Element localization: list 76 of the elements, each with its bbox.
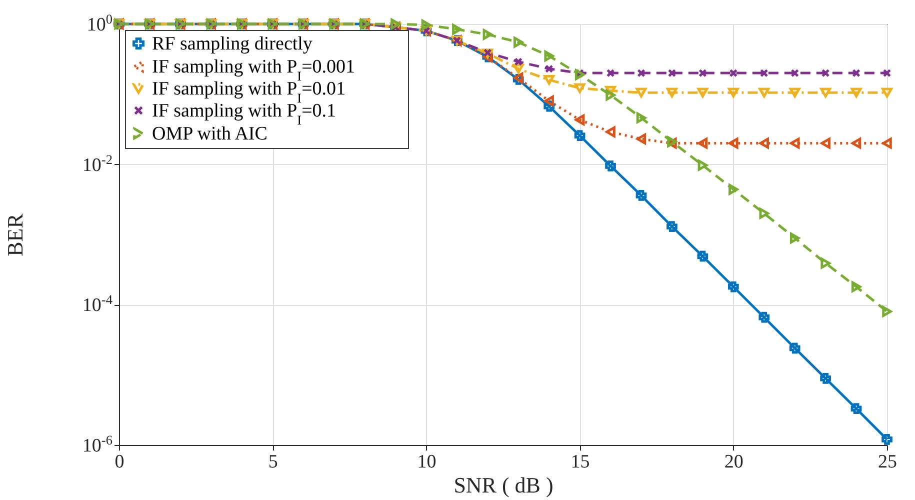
legend-label: RF sampling directly — [152, 34, 313, 54]
point — [882, 68, 892, 78]
point — [666, 221, 678, 232]
y-axis-title: BER — [2, 213, 28, 256]
point — [482, 29, 493, 40]
point — [544, 50, 554, 62]
x-tick-label: 0 — [114, 452, 124, 472]
point — [790, 232, 800, 244]
y-tick-label: 10$^{0}$ — [86, 11, 113, 36]
point — [759, 138, 769, 149]
point — [421, 19, 432, 30]
point — [729, 68, 738, 78]
point — [850, 88, 862, 98]
point — [698, 138, 708, 149]
point — [574, 83, 586, 93]
point — [728, 184, 738, 195]
y-tick-label: 10$^{-4}$ — [82, 292, 113, 316]
x-tick-label: 25 — [878, 452, 897, 472]
point — [574, 130, 586, 142]
point — [697, 250, 708, 262]
point — [574, 114, 585, 126]
point — [544, 74, 555, 85]
point — [636, 134, 646, 144]
point — [513, 36, 524, 48]
point — [698, 68, 707, 78]
x-tick-label: 5 — [268, 452, 278, 472]
point — [758, 88, 770, 98]
point — [852, 68, 860, 78]
point — [544, 64, 554, 73]
point — [820, 258, 830, 269]
point — [606, 126, 616, 138]
point — [390, 18, 400, 30]
point — [544, 96, 554, 106]
x-tick-label: 15 — [570, 452, 590, 472]
point — [637, 68, 646, 78]
point — [790, 68, 800, 78]
point — [882, 434, 892, 445]
point — [574, 69, 585, 80]
point — [606, 68, 615, 78]
point — [821, 68, 830, 78]
x-tick-label: 10 — [417, 452, 436, 472]
x-axis-title: SNR ( dB ) — [454, 472, 554, 498]
point — [512, 64, 524, 74]
point — [728, 88, 739, 98]
point — [789, 342, 800, 354]
point — [820, 372, 831, 384]
point — [820, 88, 831, 98]
point — [789, 88, 800, 98]
y-tick-label: 10$^{-6}$ — [82, 432, 113, 456]
point — [697, 88, 708, 98]
point — [606, 90, 616, 101]
x-tick-label: 20 — [724, 452, 744, 472]
point — [790, 138, 800, 149]
y-tick-label: 10$^{-2}$ — [82, 151, 112, 176]
point — [452, 24, 462, 35]
point — [636, 88, 647, 98]
point — [728, 281, 739, 292]
point — [882, 306, 892, 317]
point — [636, 190, 647, 201]
point — [728, 138, 738, 149]
point — [758, 312, 770, 323]
point — [636, 112, 646, 124]
point — [851, 138, 862, 149]
point — [514, 58, 523, 66]
point — [605, 160, 616, 172]
point — [759, 208, 769, 219]
point — [668, 68, 676, 78]
point — [820, 138, 830, 149]
point — [882, 138, 892, 149]
point — [760, 68, 768, 78]
legend-label: OMP with AIC — [152, 124, 268, 144]
point — [882, 88, 892, 98]
point — [666, 88, 678, 98]
point — [698, 160, 708, 171]
point — [850, 403, 862, 414]
point — [851, 281, 862, 292]
